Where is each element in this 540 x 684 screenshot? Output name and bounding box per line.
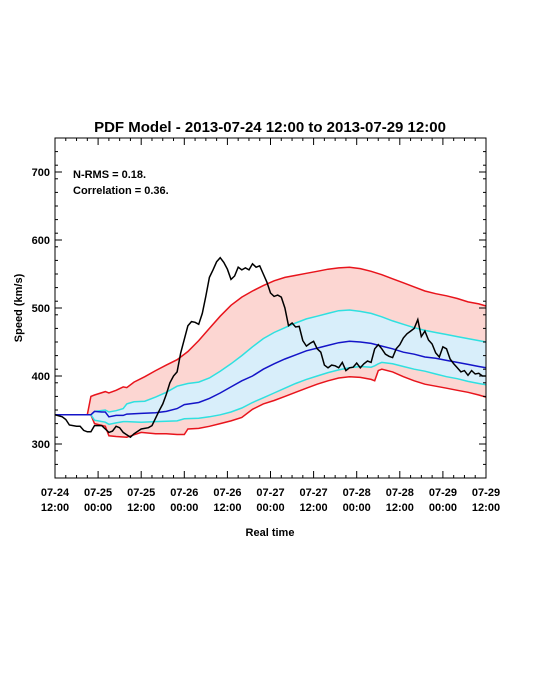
series-line-inner-lower (55, 361, 487, 426)
x-tick-label-time: 12:00 (472, 502, 500, 514)
correlation-label: Correlation = 0.36. (73, 185, 169, 197)
x-tick-label-date: 07-26 (213, 487, 241, 499)
x-tick-label-date: 07-29 (429, 487, 457, 499)
x-tick-label-time: 12:00 (386, 502, 414, 514)
x-tick-label-time: 12:00 (127, 502, 155, 514)
x-tick-label-time: 00:00 (343, 502, 371, 514)
x-tick-label-time: 00:00 (170, 502, 198, 514)
series-line-median (55, 340, 487, 418)
x-tick-label-date: 07-25 (84, 487, 112, 499)
series-line-outer-lower (55, 368, 487, 438)
nrms-label: N-RMS = 0.18. (73, 169, 146, 181)
x-tick-label-date: 07-24 (41, 487, 70, 499)
x-tick-label-time: 12:00 (213, 502, 241, 514)
x-axis: 07-24 12:00 07-25 00:00 07-25 12:00 07-26 00:00… (41, 138, 500, 514)
x-tick-label-date: 07-25 (127, 487, 155, 499)
y-tick-label: 500 (32, 303, 50, 315)
x-tick-label-time: 00:00 (84, 502, 112, 514)
x-tick-label-date: 07-28 (386, 487, 414, 499)
series-line-inner-upper (55, 309, 487, 416)
x-tick-label-date: 07-27 (300, 487, 328, 499)
inner-band-fill (55, 310, 486, 425)
x-tick-label-time: 12:00 (41, 502, 69, 514)
x-tick-label-time: 12:00 (300, 502, 328, 514)
x-axis-label: Real time (246, 527, 295, 539)
x-tick-label-date: 07-28 (343, 487, 371, 499)
y-tick-label: 700 (32, 167, 50, 179)
x-tick-label-date: 07-27 (256, 487, 284, 499)
chart-title: PDF Model - 2013-07-24 12:00 to 2013-07-… (94, 119, 446, 136)
y-tick-label: 300 (32, 439, 50, 451)
y-axis-label: Speed (km/s) (13, 273, 25, 342)
y-axis: 300 400 500 600 700 (32, 137, 486, 479)
series-line-outer-upper (55, 266, 487, 416)
y-tick-label: 400 (32, 371, 50, 383)
y-tick-label: 600 (32, 235, 50, 247)
x-tick-label-time: 00:00 (429, 502, 457, 514)
x-tick-label-date: 07-29 (472, 487, 500, 499)
x-tick-label-date: 07-26 (170, 487, 198, 499)
x-tick-label-time: 00:00 (256, 502, 284, 514)
series-line-observed (54, 256, 486, 439)
